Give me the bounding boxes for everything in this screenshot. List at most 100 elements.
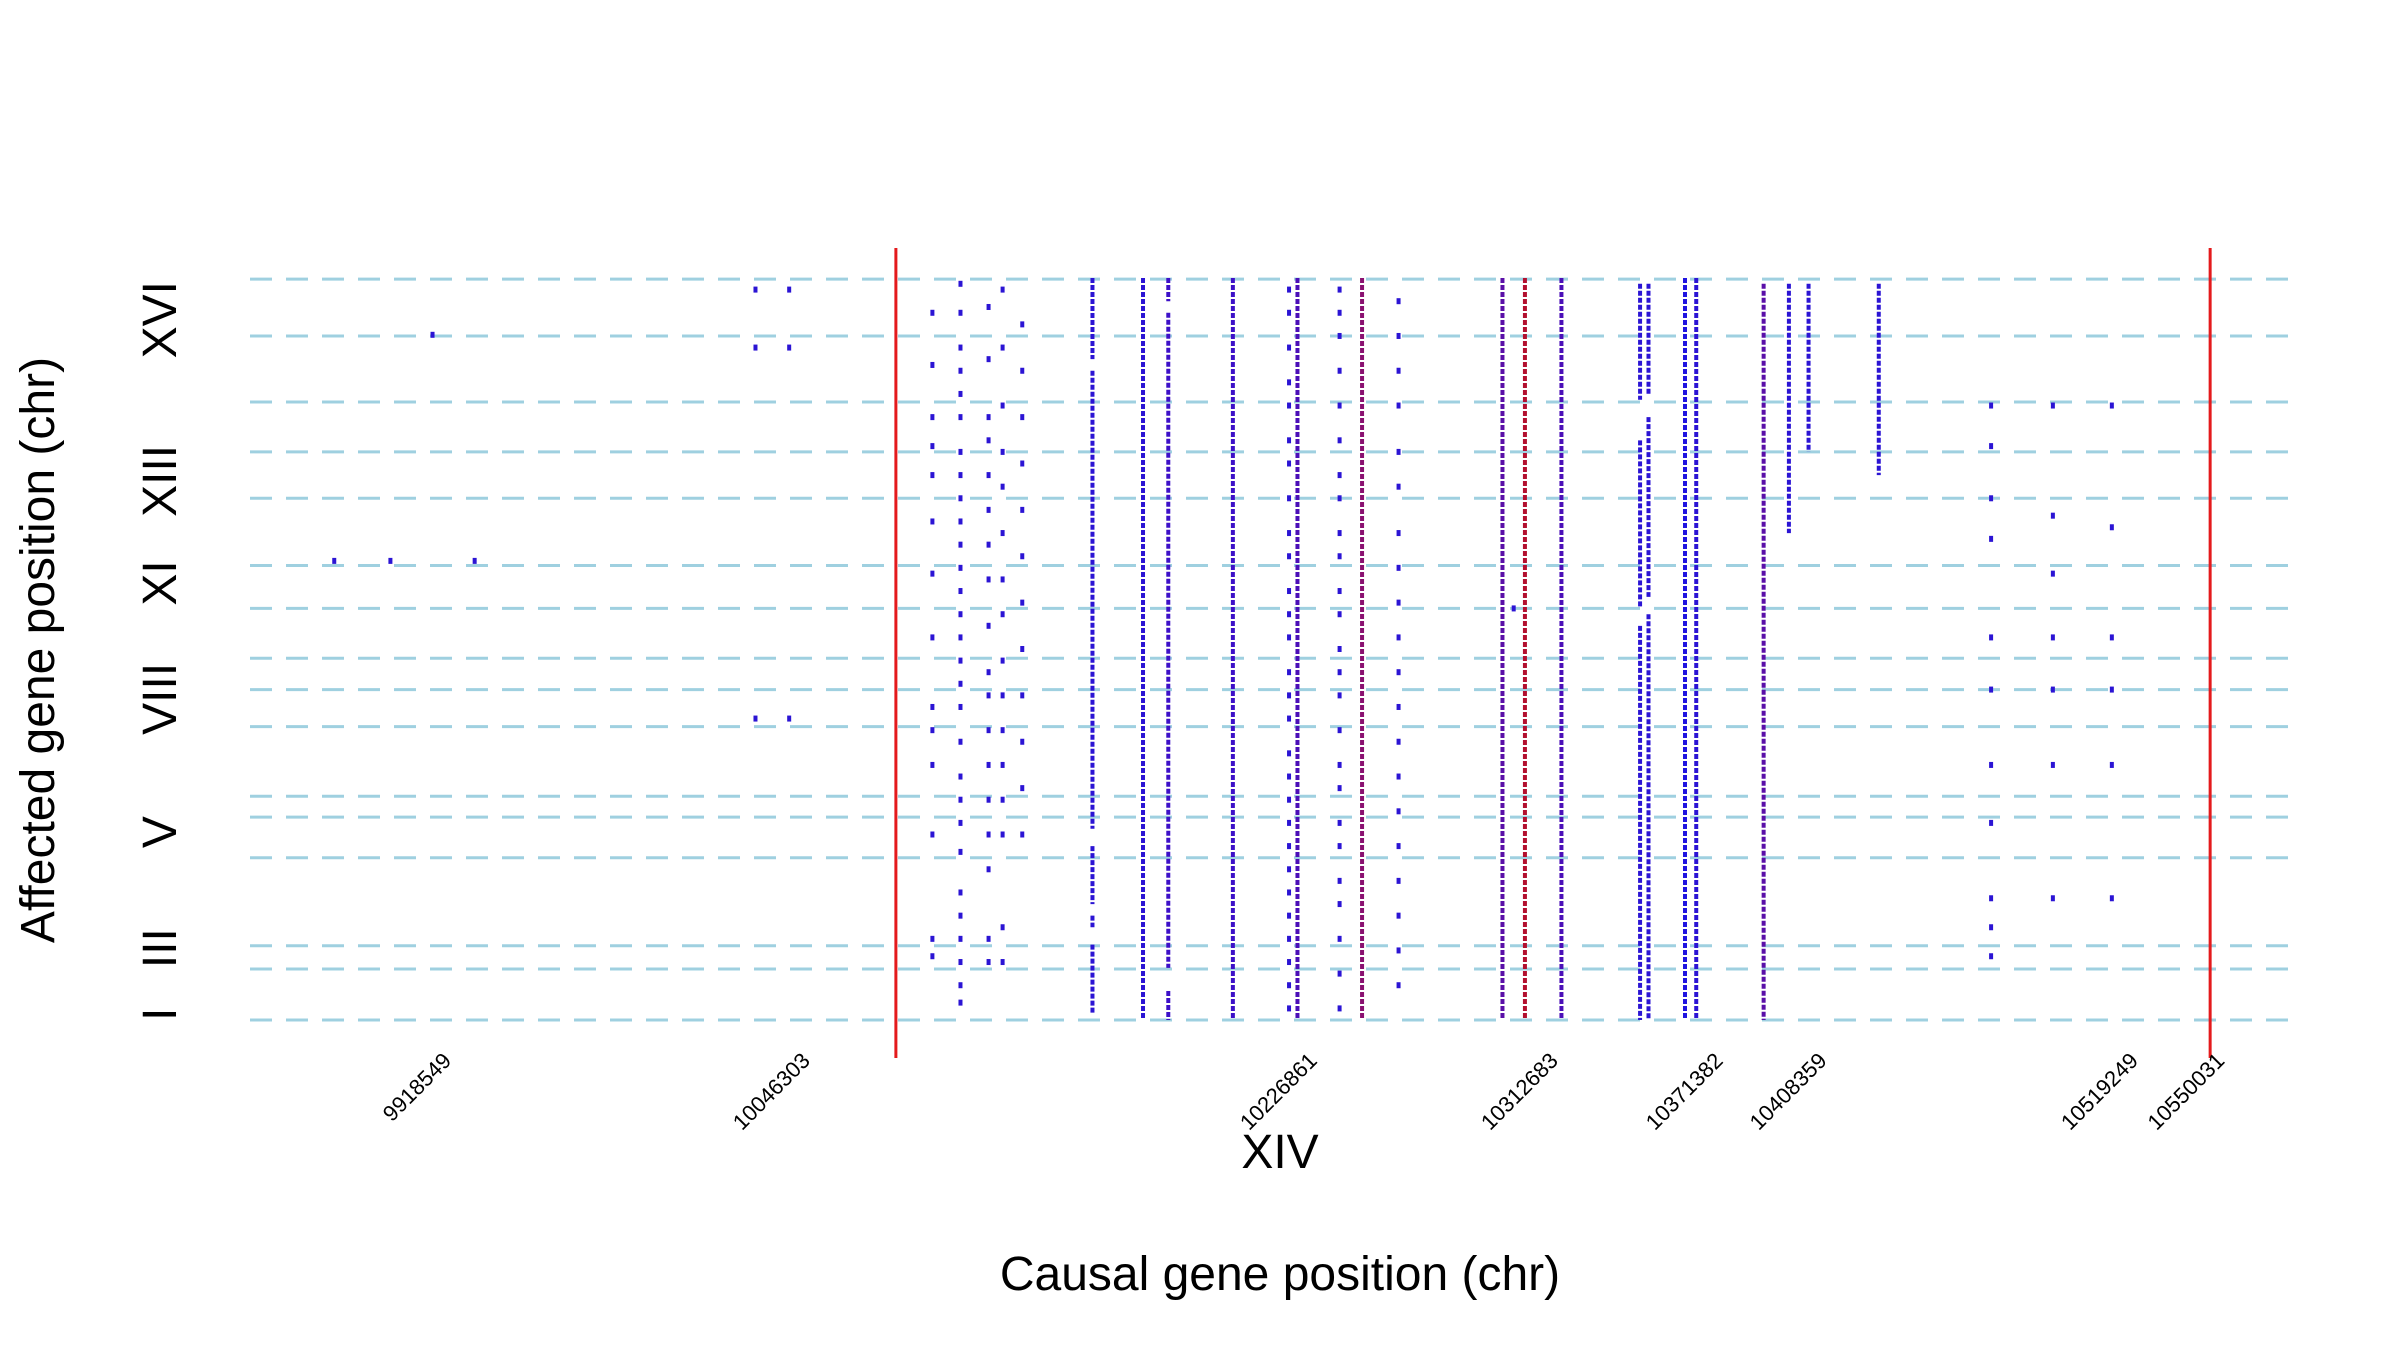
linkage-point	[1337, 785, 1342, 792]
linkage-point	[1287, 1005, 1292, 1012]
linkage-point	[986, 472, 991, 479]
linkage-point	[930, 727, 935, 734]
linkage-point	[1396, 298, 1401, 305]
linkage-point	[986, 692, 991, 699]
linkage-point	[1337, 286, 1342, 293]
linkage-point	[2109, 634, 2114, 641]
linkage-point	[1000, 530, 1005, 537]
linkage-point	[1000, 761, 1005, 768]
linkage-point	[1287, 982, 1292, 989]
linkage-point	[1287, 819, 1292, 826]
linkage-point	[1287, 750, 1292, 757]
linkage-point	[1396, 808, 1401, 815]
linkage-point	[958, 657, 963, 664]
linkage-point	[958, 912, 963, 919]
linkage-point	[1337, 970, 1342, 977]
linkage-point	[1989, 953, 1994, 960]
linkage-point	[958, 773, 963, 780]
linkage-point	[1989, 402, 1994, 409]
linkage-point	[1337, 901, 1342, 908]
linkage-point	[958, 564, 963, 571]
linkage-point	[930, 472, 935, 479]
linkage-point	[1000, 657, 1005, 664]
linkage-point	[1000, 448, 1005, 455]
linkage-point	[1287, 588, 1292, 595]
linkage-point	[1020, 460, 1025, 467]
linkage-point	[1337, 332, 1342, 339]
linkage-point	[1337, 495, 1342, 502]
linkage-point	[1396, 912, 1401, 919]
linkage-point	[986, 866, 991, 873]
linkage-point	[958, 390, 963, 397]
linkage-point	[930, 361, 935, 368]
linkage-point	[986, 959, 991, 966]
linkage-point	[1396, 448, 1401, 455]
linkage-point	[1000, 796, 1005, 803]
linkage-point	[986, 727, 991, 734]
linkage-point	[930, 443, 935, 450]
linkage-point	[1337, 819, 1342, 826]
linkage-point	[958, 588, 963, 595]
linkage-point	[1396, 530, 1401, 537]
x-tick-label: 10550031	[2142, 1048, 2229, 1135]
linkage-point	[1287, 379, 1292, 386]
linkage-point	[1020, 414, 1025, 421]
linkage-point	[1396, 367, 1401, 374]
linkage-point	[1337, 646, 1342, 652]
linkage-point	[753, 344, 758, 351]
linkage-point	[1020, 599, 1025, 606]
linkage-point	[1020, 321, 1025, 328]
linkage-point	[958, 414, 963, 421]
linkage-point	[1396, 982, 1401, 989]
linkage-point	[958, 495, 963, 502]
linkage-point	[986, 831, 991, 838]
linkage-point	[986, 414, 991, 421]
linkage-point	[1396, 402, 1401, 409]
linkage-point	[1396, 634, 1401, 641]
x-tick-label: 10371382	[1641, 1048, 1728, 1135]
linkage-point	[958, 738, 963, 745]
linkage-point	[986, 796, 991, 803]
linkage-point	[1337, 727, 1342, 734]
chromosome-boundary-lines	[250, 277, 2300, 1022]
linkage-point	[1020, 785, 1025, 792]
linkage-point	[986, 935, 991, 942]
linkage-point	[2109, 686, 2114, 693]
linkage-point	[787, 344, 792, 351]
linkage-point	[1020, 506, 1025, 513]
linkage-point	[1287, 495, 1292, 502]
y-chromosome-label: XIII	[134, 445, 187, 517]
linkage-point	[958, 819, 963, 826]
linkage-point	[2050, 512, 2055, 519]
linkage-point	[930, 309, 935, 316]
linkage-point	[1000, 402, 1005, 409]
linkage-point	[1287, 866, 1292, 873]
linkage-point	[1287, 437, 1292, 444]
linkage-point	[986, 437, 991, 444]
linkage-point	[2109, 895, 2114, 902]
linkage-point	[1396, 483, 1401, 490]
linkage-point	[958, 541, 963, 548]
linkage-point	[1020, 692, 1025, 699]
linkage-point	[2050, 895, 2055, 902]
linkage-point	[1396, 947, 1401, 954]
linkage-point	[2050, 761, 2055, 768]
linkage-point	[1989, 495, 1994, 502]
linkage-point	[1287, 402, 1292, 409]
linkage-point	[2109, 761, 2114, 768]
linkage-point	[2050, 634, 2055, 641]
linkage-point	[2050, 402, 2055, 409]
linkage-point	[930, 518, 935, 525]
linkage-point	[1989, 819, 1994, 826]
linkage-point	[1989, 443, 1994, 450]
linkage-point	[986, 541, 991, 548]
linkage-point	[1511, 605, 1516, 612]
linkage-point	[1287, 634, 1292, 641]
linkage-point	[958, 848, 963, 855]
linkage-point	[930, 831, 935, 838]
linkage-point	[986, 506, 991, 513]
x-tick-labels: 9918549 10046303 10226861 10312683 10371382 1…	[378, 1048, 2230, 1135]
linkage-point	[1020, 831, 1025, 838]
linkage-point	[1337, 761, 1342, 768]
x-axis-title: Causal gene position (chr)	[1000, 1248, 1560, 1301]
